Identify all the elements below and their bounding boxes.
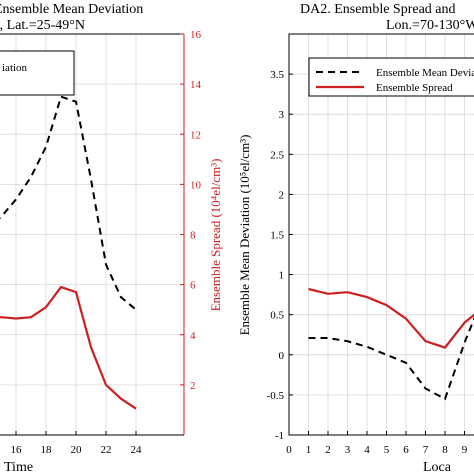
right-x-tick-label: 8: [442, 444, 448, 456]
left-legend-entry-1: iation: [2, 62, 28, 74]
right-y-tick-label: -1: [275, 430, 284, 442]
left-y2-tick-label: 16: [190, 29, 202, 41]
right-x-tick-label: 4: [364, 444, 370, 456]
left-x-tick-label: 22: [101, 444, 112, 456]
right-x-tick-label: 9: [462, 444, 468, 456]
right-x-tick-label: 1: [306, 444, 312, 456]
right-y-tick-label: 3: [279, 109, 285, 121]
left-x-tick-label: 16: [11, 444, 23, 456]
left-x-tick-label: 18: [41, 444, 53, 456]
right-chart-title: DA2. Ensemble Spread and: [300, 2, 456, 17]
left-x-tick-label: 24: [131, 444, 143, 456]
left-series-line-2: [0, 285, 137, 410]
left-series-line-1: [0, 95, 137, 311]
right-y-tick-label: 3.5: [270, 69, 284, 81]
right-legend-entry-1: Ensemble Mean Deviati: [376, 67, 474, 79]
right-ticks: 012345678910-1-0.500.511.522.533.5: [267, 69, 468, 456]
left-chart-title: Ensemble Mean Deviation: [0, 2, 143, 17]
left-y2-tick-label: 8: [190, 230, 196, 242]
left-y2-tick-label: 2: [190, 380, 196, 392]
right-y-tick-label: 1: [279, 270, 285, 282]
right-chart-panel: 012345678910-1-0.500.511.522.533.5 DA2. …: [237, 2, 474, 474]
right-y-tick-label: 2.5: [270, 149, 284, 161]
right-x-tick-label: 0: [286, 444, 292, 456]
left-y2-tick-label: 6: [190, 280, 196, 292]
left-y2-tick-label: 4: [190, 330, 196, 342]
left-y2-tick-label: 14: [190, 79, 202, 91]
right-series-lines: [308, 287, 474, 401]
right-legend-entry-2: Ensemble Spread: [376, 82, 453, 94]
left-series-lines: [0, 95, 137, 410]
right-y-tick-label: 1.5: [270, 230, 284, 242]
right-chart-subtitle: Lon.=70-130°W: [386, 18, 474, 33]
left-y2-tick-label: 12: [190, 129, 201, 141]
right-y-tick-label: 0.5: [270, 310, 284, 322]
right-x-tick-label: 6: [403, 444, 409, 456]
right-legend: Ensemble Mean Deviati Ensemble Spread: [308, 57, 474, 97]
left-ticks: 12141618202224246810121416: [11, 29, 202, 456]
left-x-axis-label: Time: [4, 460, 33, 474]
left-right-y-axis-label: Ensemble Spread (10⁴el/cm³): [208, 159, 223, 312]
right-y-tick-label: 2: [279, 189, 285, 201]
right-series-line-1: [308, 316, 474, 401]
right-x-tick-label: 2: [325, 444, 331, 456]
right-x-tick-label: 5: [384, 444, 390, 456]
right-x-tick-label: 7: [423, 444, 429, 456]
left-y2-tick-label: 10: [190, 179, 202, 191]
left-x-tick-label: 20: [71, 444, 83, 456]
right-y-tick-label: -0.5: [267, 390, 285, 402]
left-legend: iation: [0, 50, 75, 96]
right-x-tick-label: 3: [345, 444, 351, 456]
left-chart-subtitle: °, Lat.=25-49°N: [0, 18, 85, 33]
left-chart-panel: 12141618202224246810121416 Ensemble Mean…: [0, 2, 223, 474]
right-x-axis-label: Loca: [423, 460, 452, 474]
right-series-line-2: [308, 287, 474, 349]
right-y-axis-label: Ensemble Mean Deviation (10⁵el/cm³): [237, 135, 252, 336]
right-y-tick-label: 0: [279, 350, 285, 362]
